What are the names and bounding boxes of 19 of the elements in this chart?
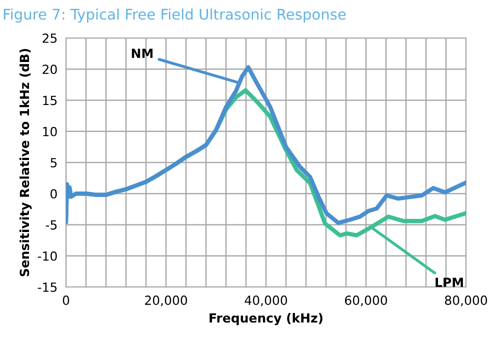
y-tick-label: -15 — [38, 282, 57, 292]
chart-title: Figure 7: Typical Free Field Ultrasonic Response — [4, 8, 346, 23]
x-tick-label: 80,000 — [444, 296, 488, 306]
x-tick-label: 20,000 — [145, 296, 188, 306]
y-tick-label: 15 — [43, 96, 57, 106]
x-tick-label: 40,000 — [244, 296, 288, 306]
y-tick-label: 5 — [50, 158, 57, 168]
annotation: NM — [132, 48, 153, 58]
y-tick-label: -10 — [38, 251, 57, 261]
y-axis-title: Sensitivity Relative to 1kHz (dB) — [20, 48, 32, 276]
x-axis-title: Frequency (kHz) — [210, 312, 322, 326]
y-tick-label: 20 — [42, 64, 57, 74]
annotation: LPM — [436, 278, 463, 287]
x-tick-label: 0 — [62, 296, 70, 306]
y-tick-label: 0 — [50, 189, 57, 199]
y-tick-label: 10 — [43, 126, 57, 136]
x-tick-label: 60,000 — [345, 296, 388, 306]
y-tick-label: -5 — [46, 220, 57, 230]
y-tick-label: 25 — [42, 33, 57, 43]
